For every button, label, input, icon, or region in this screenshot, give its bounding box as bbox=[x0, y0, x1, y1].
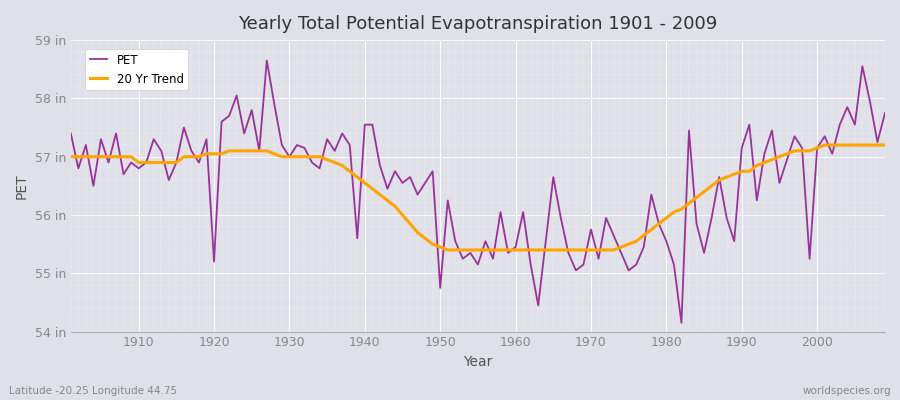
PET bbox=[345, 143, 356, 148]
PET bbox=[126, 160, 137, 165]
PET bbox=[608, 233, 619, 238]
PET bbox=[261, 58, 272, 63]
PET bbox=[66, 131, 77, 136]
PET bbox=[676, 320, 687, 325]
PET bbox=[879, 110, 890, 115]
PET bbox=[510, 245, 521, 250]
Legend: PET, 20 Yr Trend: PET, 20 Yr Trend bbox=[85, 49, 188, 90]
PET bbox=[299, 146, 310, 150]
20 Yr Trend bbox=[337, 163, 347, 168]
20 Yr Trend bbox=[819, 143, 830, 148]
Text: Latitude -20.25 Longitude 44.75: Latitude -20.25 Longitude 44.75 bbox=[9, 386, 177, 396]
20 Yr Trend bbox=[879, 143, 890, 148]
20 Yr Trend bbox=[442, 248, 453, 252]
X-axis label: Year: Year bbox=[464, 355, 492, 369]
20 Yr Trend bbox=[518, 248, 528, 252]
20 Yr Trend bbox=[510, 248, 521, 252]
Text: worldspecies.org: worldspecies.org bbox=[803, 386, 891, 396]
20 Yr Trend bbox=[66, 154, 77, 159]
20 Yr Trend bbox=[126, 154, 137, 159]
20 Yr Trend bbox=[292, 154, 302, 159]
Line: 20 Yr Trend: 20 Yr Trend bbox=[71, 145, 885, 250]
Line: PET: PET bbox=[71, 60, 885, 323]
Title: Yearly Total Potential Evapotranspiration 1901 - 2009: Yearly Total Potential Evapotranspiratio… bbox=[238, 15, 717, 33]
PET bbox=[518, 210, 528, 214]
Y-axis label: PET: PET bbox=[15, 173, 29, 199]
20 Yr Trend bbox=[608, 248, 619, 252]
